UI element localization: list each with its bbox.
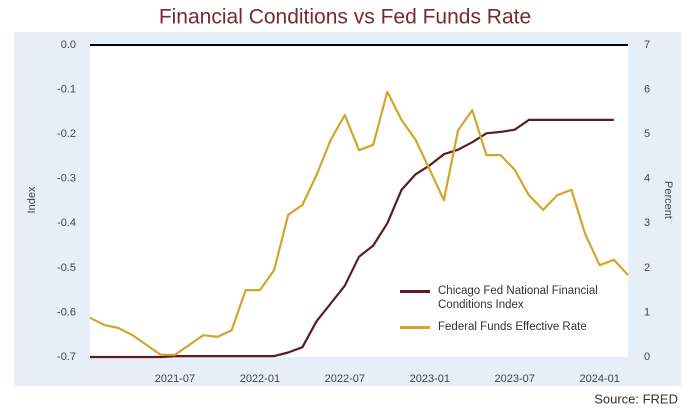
y-tick-label: -0.7 bbox=[57, 351, 76, 363]
y-tick-label: -0.5 bbox=[57, 262, 76, 274]
y-tick-label: -0.3 bbox=[57, 173, 76, 185]
legend-entry: Federal Funds Effective Rate bbox=[400, 320, 620, 334]
x-tick-label: 2022-07 bbox=[325, 373, 365, 385]
x-tick-label: 2024-01 bbox=[579, 373, 619, 385]
y2-tick-label: 0 bbox=[644, 351, 650, 363]
x-tick-label: 2022-01 bbox=[240, 373, 280, 385]
legend-swatch bbox=[400, 326, 430, 329]
y2-tick-label: 6 bbox=[644, 83, 650, 95]
chart-title: Financial Conditions vs Fed Funds Rate bbox=[159, 6, 531, 29]
y-axis-label: Index bbox=[26, 186, 38, 213]
y2-tick-label: 1 bbox=[644, 306, 650, 318]
x-tick-label: 2023-01 bbox=[410, 373, 450, 385]
y2-tick-label: 3 bbox=[644, 217, 650, 229]
legend: Chicago Fed National Financial Condition… bbox=[400, 284, 620, 342]
y2-tick-label: 4 bbox=[644, 173, 650, 185]
y-tick-label: -0.4 bbox=[57, 217, 76, 229]
legend-entry: Chicago Fed National Financial Condition… bbox=[400, 284, 620, 312]
y2-axis-label: Percent bbox=[662, 181, 674, 219]
y2-tick-label: 5 bbox=[644, 128, 650, 140]
y-tick-label: -0.6 bbox=[57, 306, 76, 318]
plot-area bbox=[90, 45, 628, 357]
x-tick-label: 2021-07 bbox=[155, 373, 195, 385]
source: Source: FRED bbox=[594, 391, 678, 406]
y2-tick-label: 7 bbox=[644, 39, 650, 51]
y-tick-label: -0.1 bbox=[57, 83, 76, 95]
legend-swatch bbox=[400, 290, 430, 293]
y2-tick-label: 2 bbox=[644, 262, 650, 274]
legend-label: Chicago Fed National Financial Condition… bbox=[438, 285, 598, 311]
series-line bbox=[90, 118, 614, 359]
legend-label: Federal Funds Effective Rate bbox=[438, 321, 587, 333]
series-line bbox=[89, 90, 629, 356]
y-tick-label: -0.2 bbox=[57, 128, 76, 140]
x-tick-label: 2023-07 bbox=[495, 373, 535, 385]
y-tick-label: 0.0 bbox=[61, 39, 76, 51]
